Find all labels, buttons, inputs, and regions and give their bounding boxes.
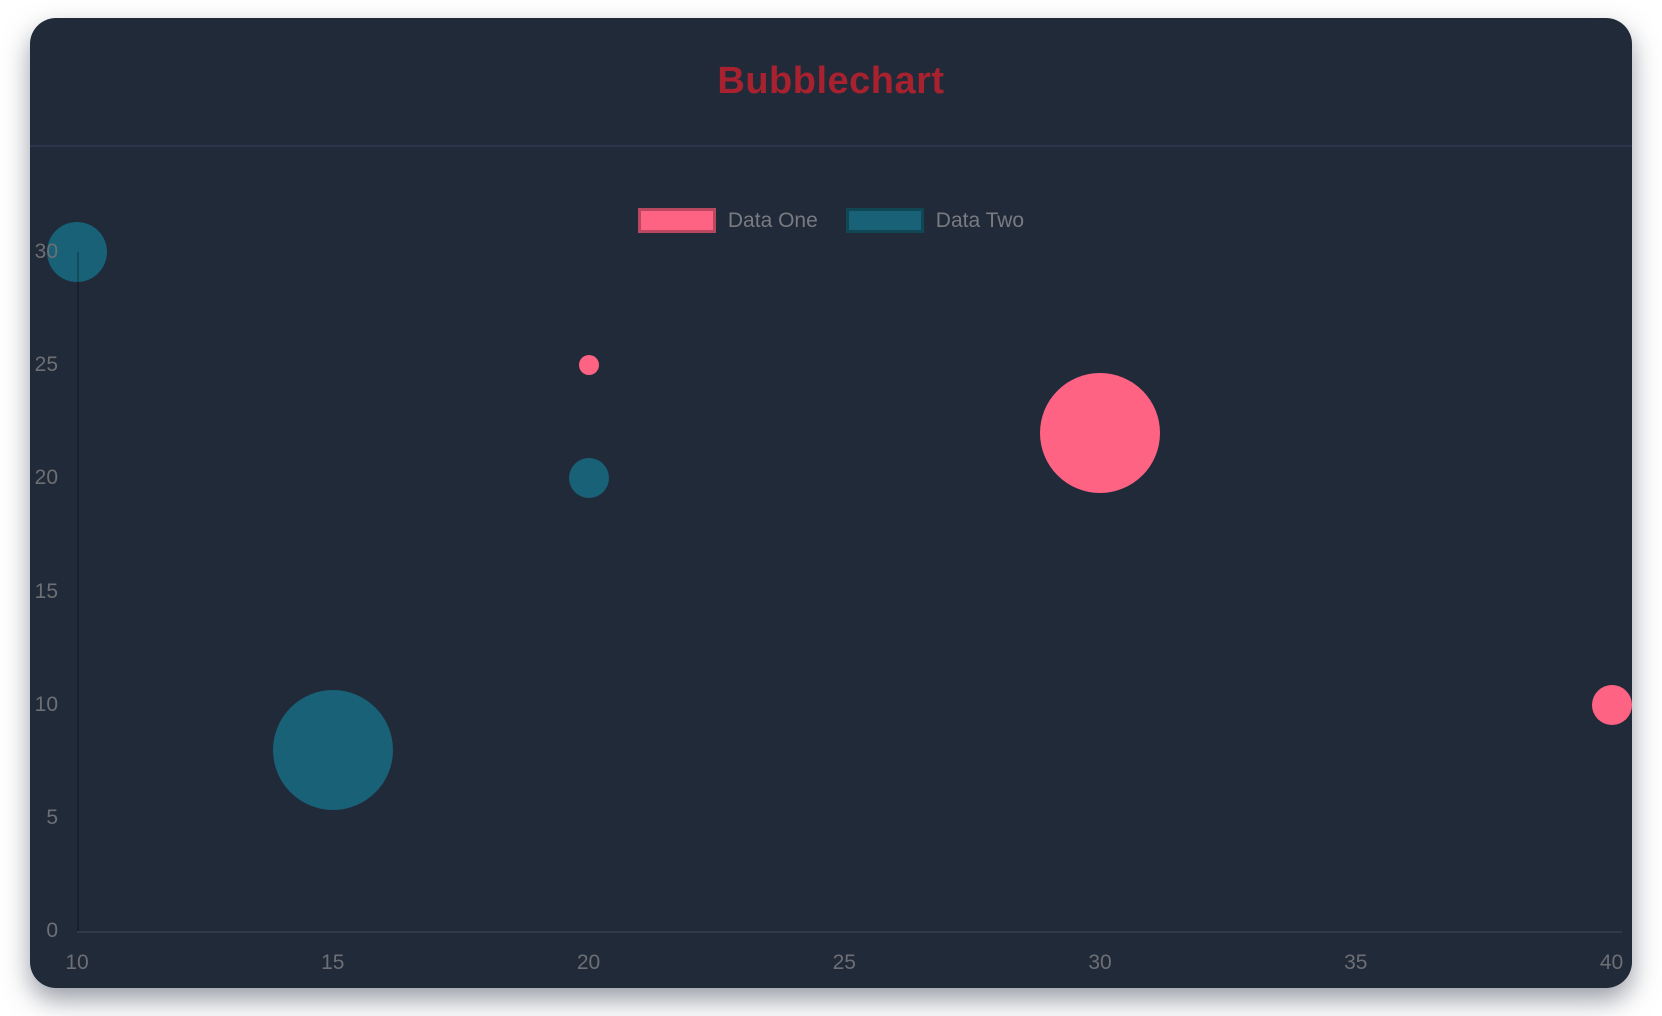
y-tick-label: 25 bbox=[34, 353, 58, 377]
y-tick-label: 20 bbox=[34, 466, 58, 490]
y-tick-label: 30 bbox=[34, 240, 58, 263]
chart-header: Bubblechart bbox=[30, 18, 1632, 147]
bubble-data-two[interactable] bbox=[272, 689, 393, 810]
y-tick-label: 0 bbox=[46, 919, 58, 942]
chart-card: Bubblechart Data One Data Two 10 15 20 25 30 3… bbox=[30, 18, 1632, 988]
y-tick-label: 5 bbox=[46, 805, 58, 829]
x-tick-label: 30 bbox=[1088, 951, 1112, 974]
x-tick-label: 20 bbox=[576, 951, 601, 974]
x-tick-label: 15 bbox=[321, 951, 345, 974]
bubble-data-two[interactable] bbox=[47, 222, 107, 282]
chart-legend: Data One Data Two bbox=[30, 208, 1632, 233]
bubble-data-one[interactable] bbox=[1040, 373, 1160, 494]
y-tick-label: 15 bbox=[34, 579, 58, 603]
x-tick-label: 10 bbox=[65, 951, 89, 974]
legend-label: Data One bbox=[727, 208, 818, 232]
legend-swatch bbox=[845, 208, 924, 233]
x-tick-label: 25 bbox=[832, 951, 856, 974]
legend-item-data-one[interactable]: Data One bbox=[637, 208, 818, 233]
bubble-data-two[interactable] bbox=[568, 458, 609, 499]
plot-area: 10 15 20 25 30 35 40 0 5 10 15 20 25 30 bbox=[30, 18, 1632, 988]
bubble-data-one[interactable] bbox=[578, 355, 599, 376]
legend-item-data-two[interactable]: Data Two bbox=[845, 208, 1025, 233]
y-tick-label: 10 bbox=[34, 692, 58, 716]
x-tick-label: 40 bbox=[1599, 951, 1624, 974]
x-axis-line bbox=[77, 931, 1622, 933]
x-tick-label: 35 bbox=[1344, 951, 1368, 974]
y-axis-line bbox=[77, 252, 79, 931]
chart-title: Bubblechart bbox=[717, 60, 945, 102]
legend-label: Data Two bbox=[935, 208, 1025, 232]
bubble-data-one[interactable] bbox=[1591, 684, 1632, 725]
legend-swatch bbox=[637, 208, 716, 233]
